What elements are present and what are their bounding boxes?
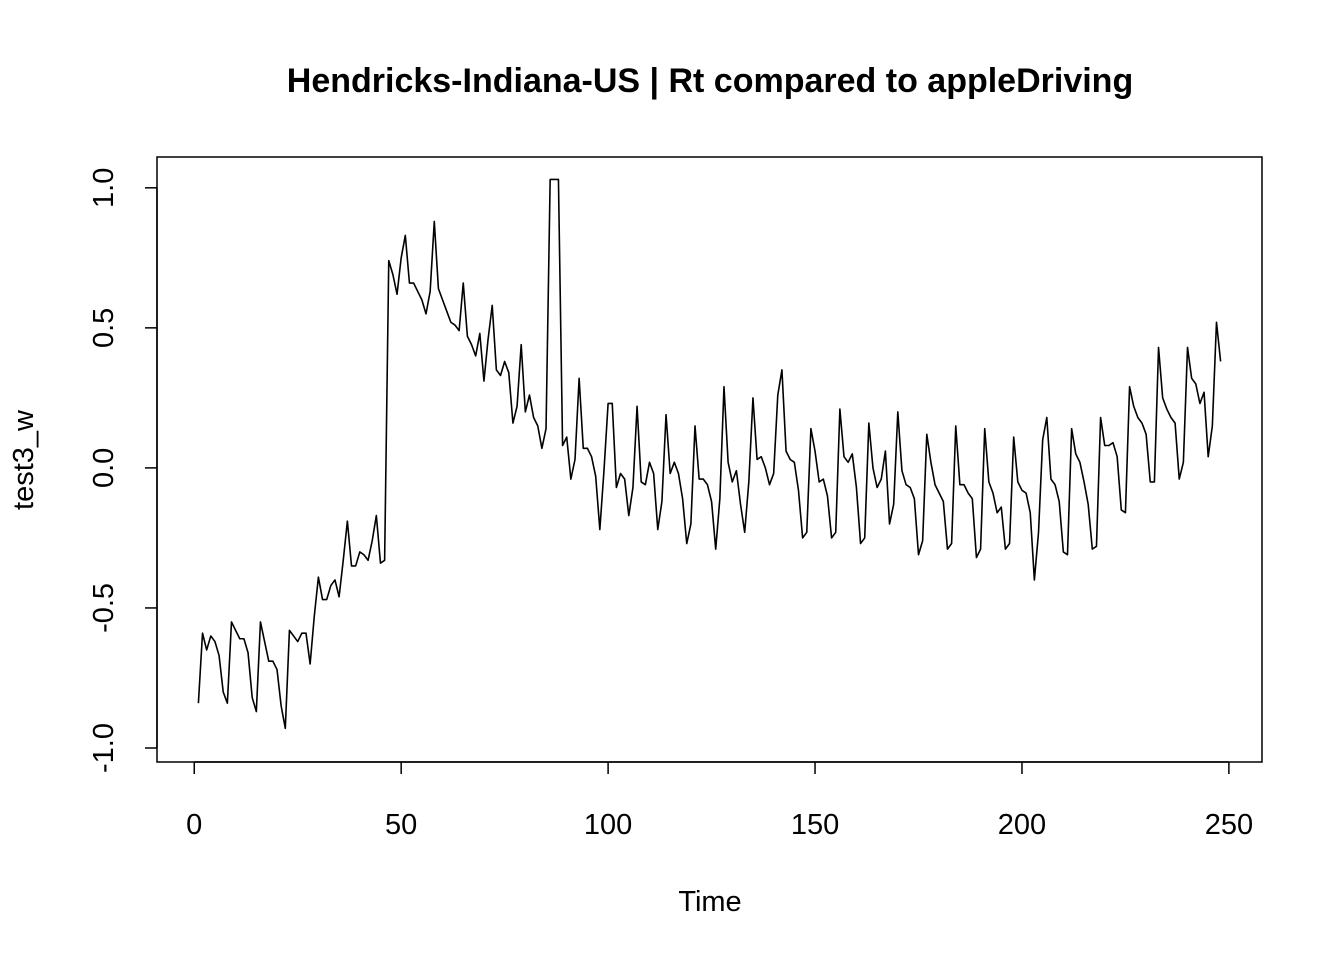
x-tick-label: 250 [1205,809,1253,841]
x-tick-label: 50 [385,809,417,841]
x-tick-label: 150 [791,809,839,841]
y-tick-label: 1.0 [88,168,120,208]
x-tick-label: 0 [186,809,202,841]
y-tick-label: 0.0 [88,448,120,488]
x-axis: 0 50 100 150 200 250 [186,761,1253,841]
x-tick-label: 200 [998,809,1046,841]
y-axis: -1.0 -0.5 0.0 0.5 1.0 [88,168,158,773]
chart-title: Hendricks-Indiana-US | Rt compared to ap… [287,62,1133,100]
plot-frame [156,156,1263,763]
x-tick-label: 100 [584,809,632,841]
y-axis-label: test3_w [8,409,40,510]
series-layer [197,178,1222,730]
y-tick-label: 0.5 [88,308,120,348]
series-line [197,178,1222,730]
y-tick-label: -1.0 [88,723,120,773]
x-axis-label: Time [678,886,741,918]
y-tick-label: -0.5 [88,583,120,633]
